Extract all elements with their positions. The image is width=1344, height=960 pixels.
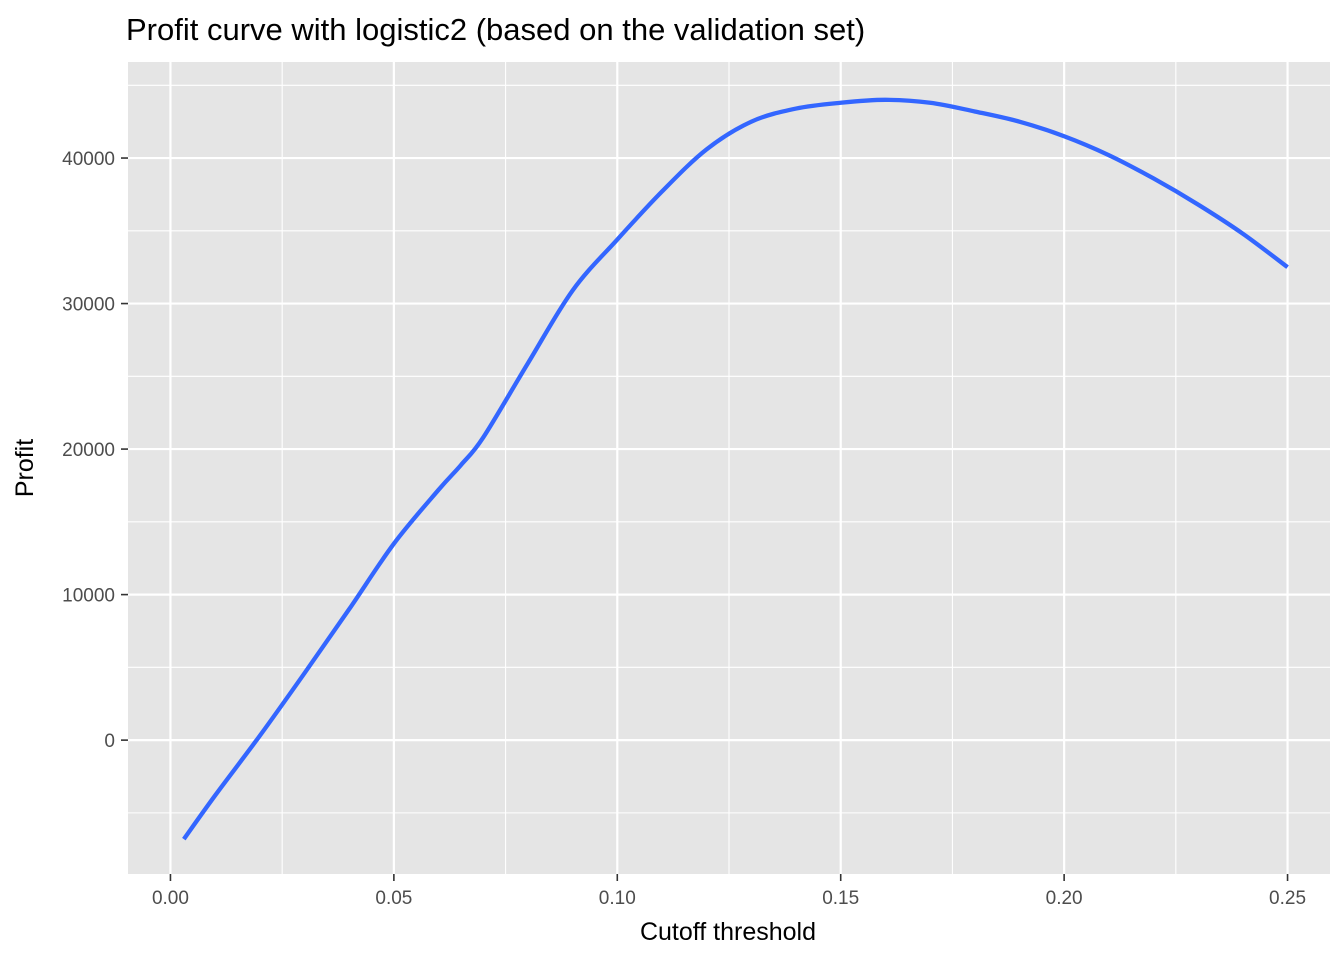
chart-title: Profit curve with logistic2 (based on th… <box>126 12 865 47</box>
y-tick-label: 20000 <box>62 440 115 461</box>
minor-grid <box>128 62 1330 874</box>
y-axis: 0 10000 20000 30000 40000 <box>62 149 128 752</box>
y-tick-label: 40000 <box>62 149 115 170</box>
x-tick-label: 0.10 <box>599 888 636 909</box>
x-tick-label: 0.00 <box>152 888 189 909</box>
x-tick-label: 0.05 <box>375 888 412 909</box>
x-axis: 0.00 0.05 0.10 0.15 0.20 0.25 <box>152 874 1306 909</box>
y-tick-label: 0 <box>104 731 115 752</box>
y-tick-label: 30000 <box>62 295 115 316</box>
x-tick-label: 0.20 <box>1046 888 1083 909</box>
profit-series-line <box>182 97 1289 841</box>
y-axis-title: Profit <box>11 439 39 497</box>
x-axis-title: Cutoff threshold <box>640 918 816 946</box>
x-tick-label: 0.15 <box>822 888 859 909</box>
y-tick-label: 10000 <box>62 586 115 607</box>
x-tick-label: 0.25 <box>1269 888 1306 909</box>
major-grid <box>128 62 1330 874</box>
series-layer <box>182 97 1289 841</box>
